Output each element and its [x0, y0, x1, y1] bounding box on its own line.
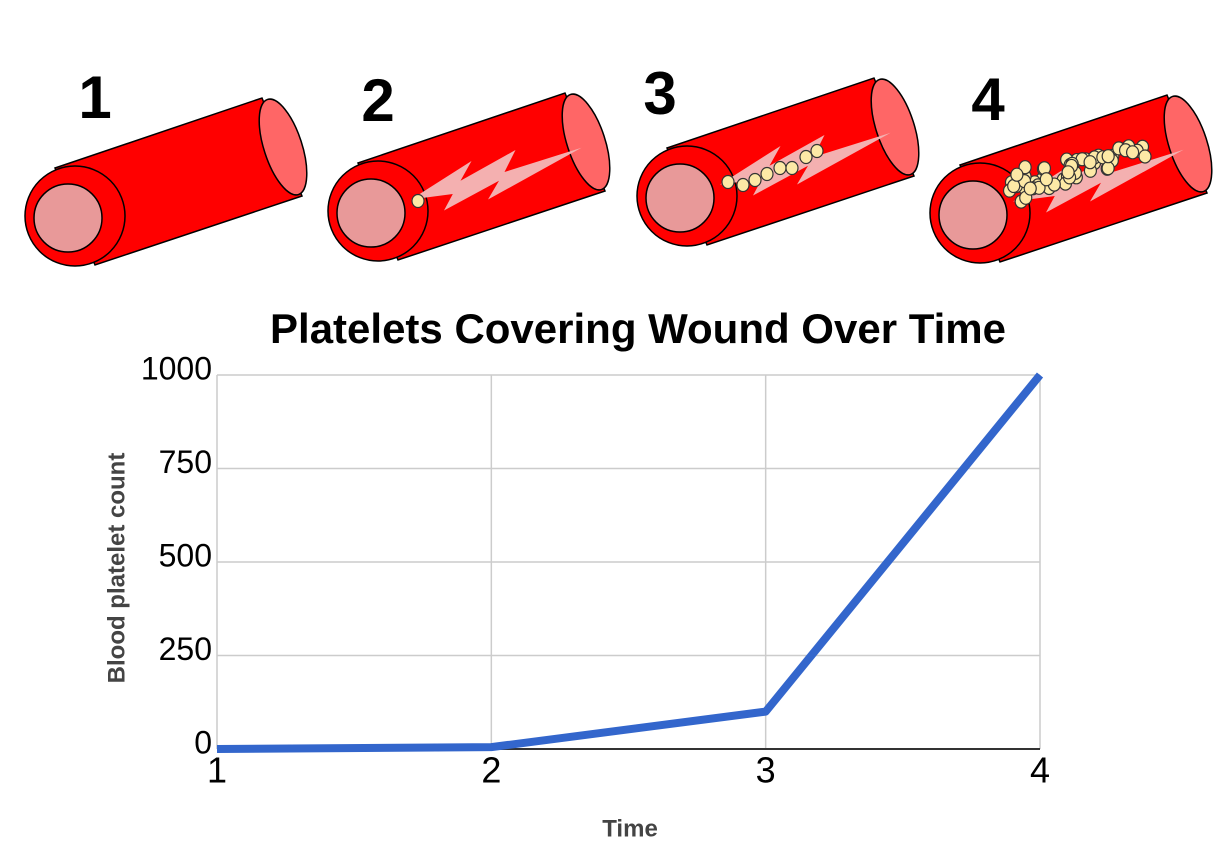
platelet [1083, 155, 1097, 170]
platelet [1039, 172, 1053, 187]
x-tick-label: 2 [481, 750, 501, 791]
panel-number: 2 [361, 67, 394, 134]
y-axis-label: Blood platelet count [103, 453, 130, 684]
chart-title: Platelets Covering Wound Over Time [270, 305, 1006, 352]
platelet [1138, 149, 1152, 164]
platelet [773, 160, 787, 176]
platelet [1101, 149, 1115, 164]
platelet [736, 177, 750, 193]
panel-number: 1 [78, 64, 111, 131]
x-tick-label: 3 [756, 750, 776, 791]
platelet [1010, 167, 1024, 182]
platelet [721, 174, 735, 190]
vessel-1 [24, 92, 318, 267]
platelet [785, 160, 799, 176]
y-tick-label: 1000 [141, 350, 212, 386]
data-line [216, 372, 1044, 753]
platelet [748, 172, 762, 188]
platelet [810, 143, 824, 159]
y-tick-label: 0 [194, 724, 212, 760]
panel-number: 4 [971, 66, 1005, 133]
platelet [1101, 161, 1115, 176]
platelet [1023, 181, 1037, 196]
vessel-3 [636, 72, 930, 247]
platelet [1061, 165, 1075, 180]
platelet [411, 193, 425, 209]
x-tick-label: 4 [1030, 750, 1050, 791]
plot-area: 0 250 500 750 1000 1 2 3 4 [141, 350, 1050, 790]
x-axis-label: Time [602, 815, 658, 842]
y-tick-label: 750 [159, 444, 212, 480]
x-tick-label: 1 [207, 750, 227, 791]
y-tick-label: 500 [159, 537, 212, 573]
platelets [411, 139, 1152, 209]
y-tick-label: 250 [159, 631, 212, 667]
platelet [1126, 145, 1140, 160]
panel-number: 3 [643, 60, 676, 127]
platelet [760, 166, 774, 182]
platelet [799, 149, 813, 165]
